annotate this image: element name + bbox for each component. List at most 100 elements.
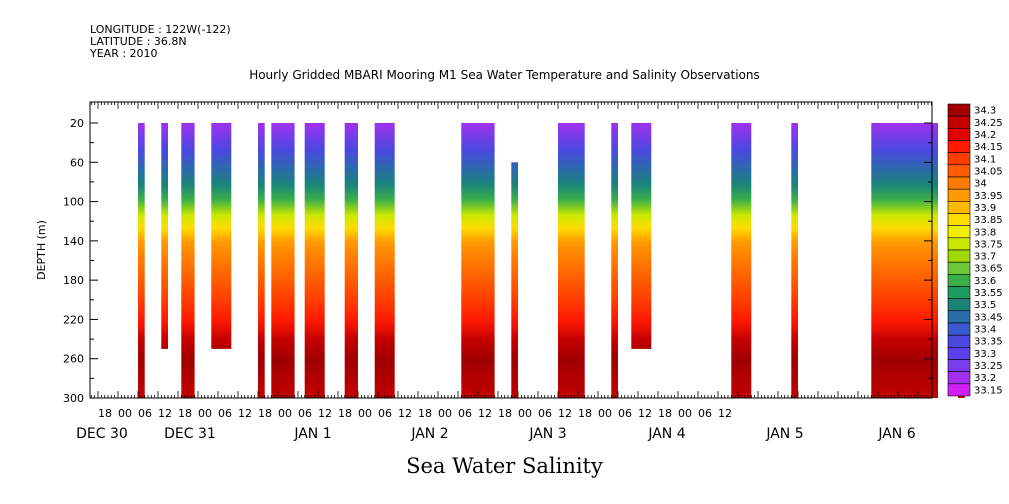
x-hour-label: 12 bbox=[398, 407, 412, 420]
x-hour-label: 06 bbox=[458, 407, 472, 420]
chart-subtitle: Sea Water Salinity bbox=[406, 454, 603, 478]
x-hour-label: 18 bbox=[418, 407, 432, 420]
data-column bbox=[161, 123, 168, 349]
colorbar-label: 34.1 bbox=[974, 154, 996, 165]
x-hour-label: 00 bbox=[598, 407, 612, 420]
axes-layer: 20 60 100 140 180 220 260 300 18 00 06 12 18 00 06 12 18… bbox=[63, 102, 932, 442]
x-hour-label: 00 bbox=[198, 407, 212, 420]
location-info: LONGITUDE : 122W(-122) LATITUDE : 36.8N … bbox=[90, 24, 231, 60]
y-tick-label: 100 bbox=[63, 196, 84, 209]
y-tick-label: 60 bbox=[70, 156, 84, 169]
x-day-label: JAN 3 bbox=[528, 426, 566, 442]
colorbar-label: 34.2 bbox=[974, 130, 996, 141]
x-hour-label: 12 bbox=[318, 407, 332, 420]
colorbar-label: 33.8 bbox=[974, 227, 996, 238]
x-hour-label: 18 bbox=[658, 407, 672, 420]
colorbar-swatch bbox=[947, 273, 971, 287]
colorbar-label: 33.7 bbox=[974, 252, 996, 263]
x-hour-label: 18 bbox=[258, 407, 272, 420]
x-hour-label: 06 bbox=[298, 407, 312, 420]
data-column bbox=[271, 123, 295, 398]
colorbar-swatch bbox=[947, 383, 971, 397]
data-column bbox=[871, 123, 938, 398]
colorbar-swatch bbox=[947, 371, 971, 385]
colorbar-swatch bbox=[947, 152, 971, 166]
x-hour-label: 00 bbox=[278, 407, 292, 420]
colorbar-label: 33.5 bbox=[974, 300, 996, 311]
x-day-label: JAN 1 bbox=[293, 426, 331, 442]
x-hour-label: 18 bbox=[578, 407, 592, 420]
colorbar-swatch bbox=[947, 346, 971, 360]
x-day-label: DEC 31 bbox=[164, 426, 216, 442]
colorbar-label: 34.15 bbox=[974, 142, 1003, 153]
colorbar-label: 34.05 bbox=[974, 166, 1003, 177]
x-day-label: JAN 5 bbox=[765, 426, 803, 442]
colorbar-swatch bbox=[947, 286, 971, 299]
colorbar-label: 33.95 bbox=[974, 191, 1003, 202]
colorbar-label: 33.85 bbox=[974, 215, 1003, 226]
colorbar-swatch bbox=[947, 261, 971, 275]
x-hour-label: 18 bbox=[498, 407, 512, 420]
y-tick-label: 20 bbox=[70, 117, 84, 130]
x-hour-label: 12 bbox=[238, 407, 252, 420]
colorbar-swatch bbox=[947, 322, 971, 336]
colorbar-label: 33.4 bbox=[974, 325, 996, 336]
data-column bbox=[791, 123, 798, 398]
x-hour-label: 12 bbox=[718, 407, 732, 420]
y-tick-label: 180 bbox=[63, 274, 84, 287]
data-column bbox=[631, 123, 652, 349]
colorbar-label: 33.25 bbox=[974, 361, 1003, 372]
data-column bbox=[211, 123, 232, 349]
colorbar-label: 33.55 bbox=[974, 288, 1003, 299]
colorbar-swatch bbox=[947, 115, 971, 129]
y-tick-label: 220 bbox=[63, 313, 84, 326]
data-column bbox=[731, 123, 752, 398]
colorbar-swatch bbox=[947, 213, 971, 226]
colorbar-swatch bbox=[947, 164, 971, 178]
x-day-label: JAN 2 bbox=[410, 426, 448, 442]
x-hour-label: 00 bbox=[118, 407, 132, 420]
colorbar-label: 34.25 bbox=[974, 118, 1003, 129]
y-tick-label: 300 bbox=[63, 392, 84, 405]
colorbar-swatch bbox=[947, 359, 971, 372]
colorbar-label: 33.15 bbox=[974, 385, 1003, 396]
colorbar-label: 33.45 bbox=[974, 312, 1003, 323]
x-hour-label: 06 bbox=[378, 407, 392, 420]
x-day-label: JAN 6 bbox=[877, 426, 915, 442]
data-column bbox=[511, 162, 518, 398]
x-hour-label: 12 bbox=[638, 407, 652, 420]
colorbar-swatch bbox=[947, 334, 971, 348]
colorbar-swatch bbox=[947, 237, 971, 251]
data-column bbox=[138, 123, 145, 398]
data-column bbox=[304, 123, 325, 398]
x-hour-label: 06 bbox=[618, 407, 632, 420]
colorbar-swatch bbox=[947, 188, 971, 202]
x-hour-label: 06 bbox=[538, 407, 552, 420]
data-column bbox=[611, 123, 618, 398]
colorbar-label: 33.9 bbox=[974, 203, 996, 214]
data-column bbox=[374, 123, 395, 398]
x-day-label: DEC 30 bbox=[76, 426, 128, 442]
colorbar-label: 34.3 bbox=[974, 106, 996, 117]
y-tick-label: 140 bbox=[63, 235, 84, 248]
x-hour-label: 00 bbox=[358, 407, 372, 420]
colorbar-label: 33.2 bbox=[974, 373, 996, 384]
data-column bbox=[558, 123, 585, 398]
colorbar-swatch bbox=[947, 176, 971, 190]
x-hour-label: 12 bbox=[478, 407, 492, 420]
data-column bbox=[181, 123, 195, 398]
colorbar-label: 34 bbox=[974, 179, 987, 190]
x-hour-label: 06 bbox=[218, 407, 232, 420]
x-hour-label: 00 bbox=[438, 407, 452, 420]
x-hour-label: 18 bbox=[338, 407, 352, 420]
colorbar-label: 33.3 bbox=[974, 349, 996, 360]
colorbar-swatch bbox=[947, 310, 971, 324]
longitude-label: LONGITUDE : 122W(-122) bbox=[90, 23, 231, 36]
colorbar-swatch bbox=[947, 103, 971, 117]
chart-title: Hourly Gridded MBARI Mooring M1 Sea Wate… bbox=[249, 68, 760, 82]
data-column bbox=[344, 123, 358, 398]
colorbar: 34.334.2534.234.1534.134.053433.9533.933… bbox=[947, 103, 1003, 397]
x-hour-label: 00 bbox=[518, 407, 532, 420]
year-label: YEAR : 2010 bbox=[90, 47, 158, 60]
